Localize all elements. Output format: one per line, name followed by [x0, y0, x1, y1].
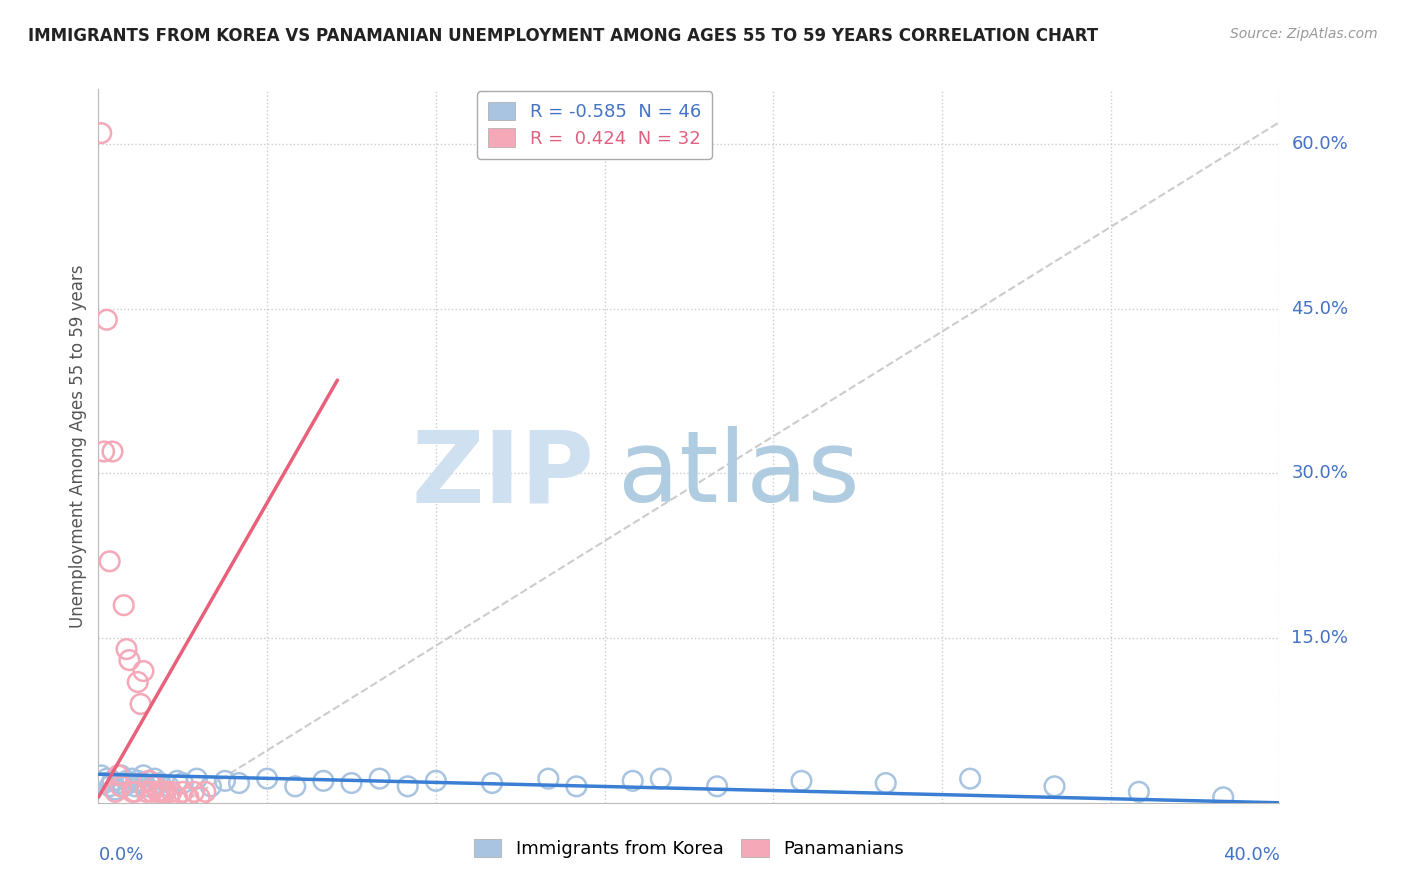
- Point: [93, 776, 115, 790]
- Point: [149, 785, 172, 799]
- Point: [104, 782, 127, 797]
- Point: [96, 772, 118, 786]
- Point: [200, 780, 222, 794]
- Point: [194, 785, 217, 799]
- Point: [312, 773, 335, 788]
- Point: [104, 785, 127, 799]
- Point: [149, 776, 172, 790]
- Point: [115, 642, 138, 657]
- Point: [1128, 785, 1150, 799]
- Point: [565, 780, 588, 794]
- Point: [188, 790, 211, 805]
- Point: [141, 785, 163, 799]
- Point: [706, 780, 728, 794]
- Point: [146, 785, 169, 799]
- Y-axis label: Unemployment Among Ages 55 to 59 years: Unemployment Among Ages 55 to 59 years: [69, 264, 87, 628]
- Text: 15.0%: 15.0%: [1291, 629, 1348, 647]
- Point: [172, 776, 194, 790]
- Point: [256, 772, 278, 786]
- Point: [172, 785, 194, 799]
- Point: [129, 776, 152, 790]
- Text: 30.0%: 30.0%: [1291, 465, 1348, 483]
- Text: 0.0%: 0.0%: [98, 846, 143, 863]
- Point: [152, 785, 174, 799]
- Point: [90, 768, 112, 782]
- Point: [143, 772, 166, 786]
- Point: [481, 776, 503, 790]
- Point: [118, 776, 141, 790]
- Point: [138, 773, 160, 788]
- Point: [425, 773, 447, 788]
- Point: [110, 768, 132, 782]
- Point: [112, 598, 135, 612]
- Point: [132, 664, 155, 678]
- Point: [537, 772, 560, 786]
- Point: [124, 785, 146, 799]
- Point: [90, 126, 112, 140]
- Point: [1212, 790, 1234, 805]
- Text: atlas: atlas: [619, 426, 859, 523]
- Text: Source: ZipAtlas.com: Source: ZipAtlas.com: [1230, 27, 1378, 41]
- Text: ZIP: ZIP: [412, 426, 595, 523]
- Point: [127, 675, 149, 690]
- Point: [118, 653, 141, 667]
- Point: [228, 776, 250, 790]
- Point: [127, 773, 149, 788]
- Point: [132, 768, 155, 782]
- Text: 40.0%: 40.0%: [1223, 846, 1279, 863]
- Point: [124, 780, 146, 794]
- Point: [621, 773, 644, 788]
- Point: [959, 772, 981, 786]
- Point: [143, 780, 166, 794]
- Point: [101, 773, 124, 788]
- Point: [98, 554, 121, 568]
- Point: [107, 776, 129, 790]
- Point: [115, 773, 138, 788]
- Point: [138, 773, 160, 788]
- Point: [650, 772, 672, 786]
- Point: [110, 780, 132, 794]
- Point: [135, 780, 157, 794]
- Point: [160, 785, 183, 799]
- Point: [157, 790, 180, 805]
- Point: [93, 444, 115, 458]
- Point: [875, 776, 897, 790]
- Text: IMMIGRANTS FROM KOREA VS PANAMANIAN UNEMPLOYMENT AMONG AGES 55 TO 59 YEARS CORRE: IMMIGRANTS FROM KOREA VS PANAMANIAN UNEM…: [28, 27, 1098, 45]
- Point: [284, 780, 307, 794]
- Point: [790, 773, 813, 788]
- Point: [135, 785, 157, 799]
- Point: [107, 768, 129, 782]
- Text: 45.0%: 45.0%: [1291, 300, 1348, 318]
- Point: [155, 785, 177, 799]
- Point: [98, 780, 121, 794]
- Point: [186, 772, 208, 786]
- Point: [121, 772, 143, 786]
- Point: [166, 790, 188, 805]
- Text: 60.0%: 60.0%: [1291, 135, 1348, 153]
- Point: [157, 780, 180, 794]
- Point: [96, 312, 118, 326]
- Point: [1043, 780, 1066, 794]
- Point: [112, 780, 135, 794]
- Point: [166, 773, 188, 788]
- Point: [368, 772, 391, 786]
- Point: [183, 785, 205, 799]
- Point: [214, 773, 236, 788]
- Point: [340, 776, 363, 790]
- Point: [121, 785, 143, 799]
- Point: [101, 444, 124, 458]
- Legend: Immigrants from Korea, Panamanians: Immigrants from Korea, Panamanians: [467, 831, 911, 865]
- Point: [177, 790, 200, 805]
- Point: [129, 697, 152, 711]
- Point: [396, 780, 419, 794]
